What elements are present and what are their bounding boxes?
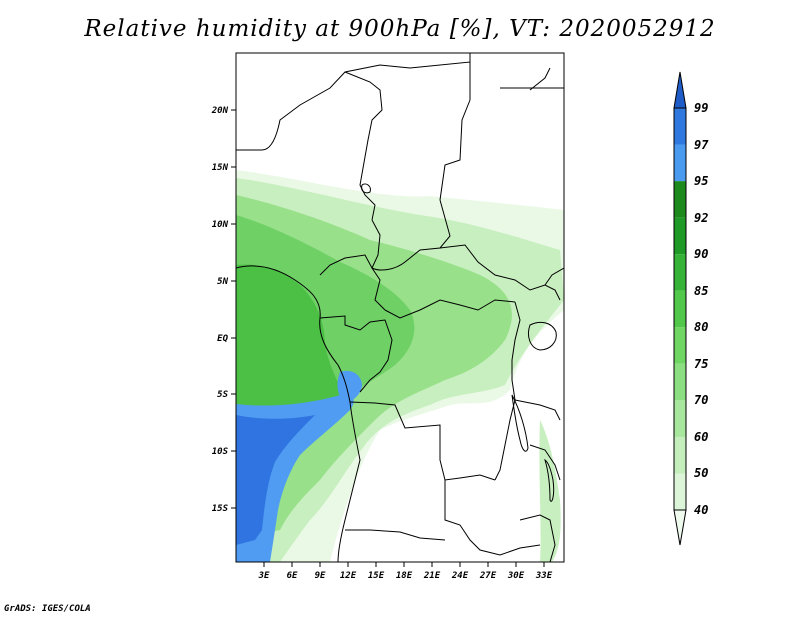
- latitude-axis: 20N 15N 10N 5N EQ 5S 10S 15S: [211, 106, 236, 514]
- colorbar-arrow-low: [673, 509, 687, 546]
- border-namibia: [345, 529, 446, 541]
- lat-label: 15N: [212, 163, 229, 173]
- lon-label: 27E: [479, 571, 497, 581]
- colorbar-segment: [674, 290, 686, 328]
- rh-region-97: [236, 415, 315, 545]
- border-tanzania: [514, 399, 561, 481]
- lat-tick-5s: 5S: [217, 390, 236, 400]
- colorbar-segment: [674, 363, 686, 401]
- lon-label: 21E: [423, 571, 441, 581]
- border-drc-east: [494, 301, 521, 481]
- coastline-southwest: [337, 401, 361, 562]
- lat-tick-15s: 15S: [212, 504, 236, 514]
- lake-malawi: [544, 458, 555, 502]
- chart-title: Relative humidity at 900hPa [%], VT: 202…: [84, 16, 716, 42]
- border-cameroon: [319, 254, 386, 311]
- lake-tanganyika: [511, 394, 529, 452]
- lat-label: 20N: [211, 106, 229, 116]
- colorbar-segment: [674, 327, 686, 364]
- border-angola-north: [349, 401, 496, 481]
- border-north-2: [344, 71, 383, 221]
- lon-label: 9E: [315, 571, 326, 581]
- lon-tick-12e: 12E: [340, 562, 357, 581]
- colorbar-label: 90: [694, 247, 708, 261]
- colorbar-label: 92: [694, 211, 708, 225]
- lat-label: 5S: [217, 390, 228, 400]
- border-angola-zambia: [444, 480, 541, 556]
- lon-label: 30E: [507, 571, 525, 581]
- lat-label: 10N: [212, 220, 229, 230]
- colorbar-frame: [673, 107, 687, 511]
- colorbar-segment: [674, 108, 686, 145]
- lake-victoria: [527, 321, 557, 351]
- colorbar-segment: [674, 217, 686, 255]
- lat-label: EQ: [217, 334, 228, 344]
- grads-credit: GrADS: IGES/COLA: [4, 604, 91, 614]
- lake-chad: [361, 183, 371, 194]
- colorbar-label: 60: [694, 430, 708, 444]
- colorbar-segment: [674, 144, 686, 182]
- lat-label: 15S: [212, 504, 229, 514]
- lon-tick-33e: 33E: [535, 562, 553, 581]
- longitude-axis: 3E 6E 9E 12E 15E 18E 21E 24E 27E 30E 33E: [258, 562, 553, 581]
- country-borders: [236, 53, 564, 562]
- lon-tick-24e: 24E: [451, 562, 469, 581]
- colorbar-segment: [674, 254, 686, 291]
- lat-tick-eq: EQ: [217, 334, 236, 344]
- colorbar-label: 85: [694, 284, 708, 298]
- red-sea-coast: [529, 67, 551, 91]
- lat-tick-15n: 15N: [212, 163, 236, 173]
- lon-label: 33E: [535, 571, 553, 581]
- lat-tick-10s: 10S: [212, 447, 236, 457]
- colorbar-segment: [674, 181, 686, 218]
- colorbar: 40 50 60 70 75 80 85 90 92 95 97 99: [673, 71, 709, 546]
- lon-label: 15E: [368, 571, 385, 581]
- lat-tick-10n: 10N: [212, 220, 236, 230]
- colorbar-arrow-high: [673, 71, 687, 109]
- lat-label: 5N: [217, 277, 228, 287]
- colorbar-label: 97: [694, 138, 709, 152]
- lat-label: 10S: [212, 447, 229, 457]
- lon-tick-27e: 27E: [479, 562, 497, 581]
- lon-tick-30e: 30E: [507, 562, 525, 581]
- lon-tick-15e: 15E: [368, 562, 385, 581]
- colorbar-label: 70: [694, 393, 708, 407]
- border-libya-sudan: [439, 99, 471, 201]
- colorbar-segment: [674, 436, 686, 474]
- colorbar-segment: [674, 473, 686, 510]
- border-gabon-congo: [319, 315, 393, 393]
- border-mozambique: [519, 514, 556, 562]
- ethiopia-somalia-border: [544, 267, 564, 286]
- lon-label: 6E: [287, 571, 298, 581]
- colorbar-label: 50: [694, 466, 708, 480]
- colorbar-label: 40: [694, 503, 708, 517]
- lat-tick-20n: 20N: [211, 106, 236, 116]
- lon-tick-18e: 18E: [396, 562, 413, 581]
- colorbar-label: 80: [694, 320, 708, 334]
- lon-label: 3E: [258, 571, 270, 581]
- colorbar-label: 99: [694, 101, 708, 115]
- lon-tick-6e: 6E: [287, 562, 298, 581]
- map-frame: [235, 52, 565, 563]
- lon-tick-9e: 9E: [315, 562, 326, 581]
- border-chad-car: [371, 199, 451, 271]
- colorbar-label: 75: [694, 357, 708, 371]
- colorbar-label: 95: [694, 174, 708, 188]
- border-sudan-south: [439, 244, 561, 301]
- border-north-1: [236, 61, 471, 151]
- colorbar-segment: [674, 400, 686, 437]
- border-car-drc: [384, 299, 516, 319]
- rh-region-90: [236, 264, 345, 412]
- lon-tick-3e: 3E: [258, 562, 270, 581]
- lon-label: 12E: [340, 571, 357, 581]
- lon-label: 24E: [451, 571, 469, 581]
- lat-tick-5n: 5N: [217, 277, 236, 287]
- lon-label: 18E: [396, 571, 413, 581]
- lon-tick-21e: 21E: [423, 562, 441, 581]
